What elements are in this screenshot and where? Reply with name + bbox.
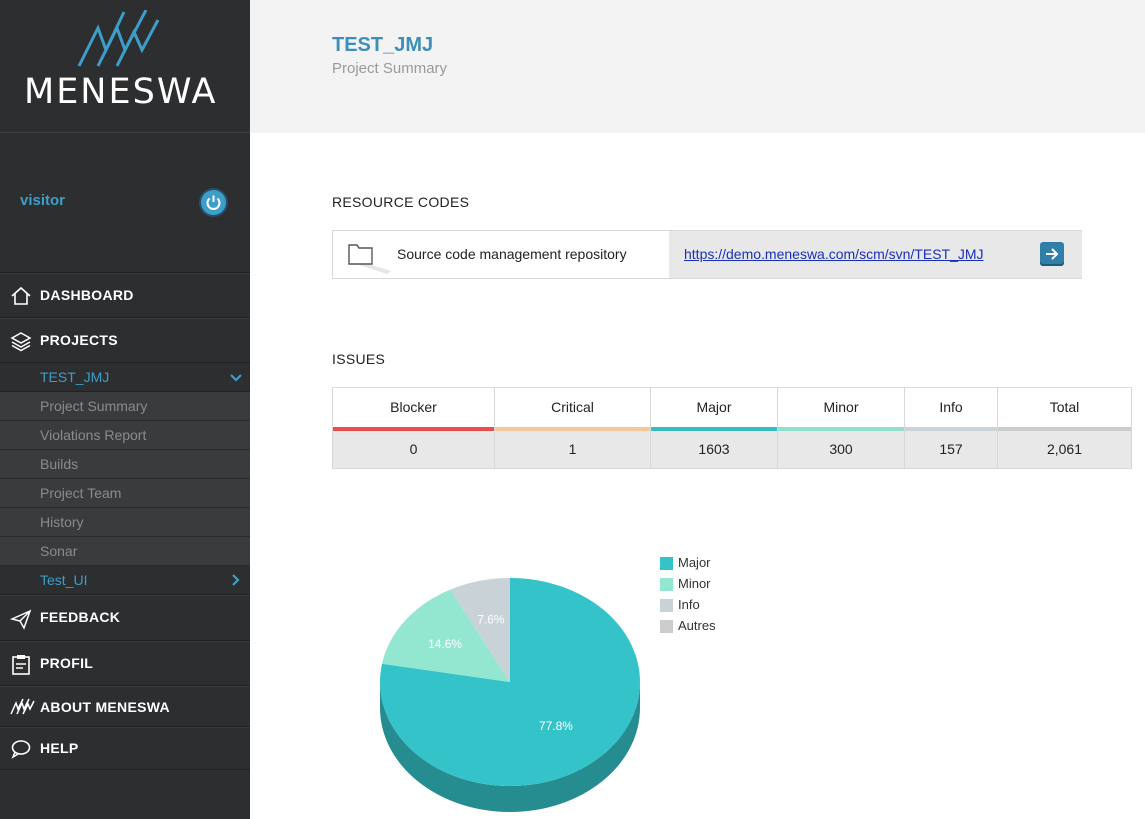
meneswa-logo-icon xyxy=(77,10,160,67)
nav-dashboard[interactable]: DASHBOARD xyxy=(0,273,250,318)
nav-about[interactable]: ABOUT MENESWA xyxy=(0,686,250,727)
pie-slice-info[interactable] xyxy=(450,578,510,682)
pie-data-label: 7.6% xyxy=(477,612,505,626)
nav-help-label: HELP xyxy=(40,740,79,756)
sidebar-item-label: Project Summary xyxy=(40,398,148,414)
legend-label: Info xyxy=(678,597,700,612)
speech-bubble-icon xyxy=(11,740,31,759)
page-title: TEST_JMJ xyxy=(332,34,434,56)
legend-swatch xyxy=(660,620,673,633)
logo-area: MENESWA xyxy=(0,0,250,133)
folder-icon xyxy=(348,244,391,274)
sidebar-item-label: Builds xyxy=(40,456,79,472)
sidebar-item-label: History xyxy=(40,514,84,530)
project-test-ui-label: Test_UI xyxy=(40,572,88,588)
page-subtitle: Project Summary xyxy=(332,60,448,77)
issues-value-cell: 300 xyxy=(778,431,904,468)
issues-value-cell: 1 xyxy=(495,431,650,468)
severity-bar xyxy=(905,427,997,431)
sidebar-item-violations-report[interactable]: Violations Report xyxy=(0,421,250,450)
nav-help[interactable]: HELP xyxy=(0,727,250,770)
pie-slice-minor[interactable] xyxy=(382,589,510,682)
severity-bar xyxy=(651,427,777,431)
home-icon xyxy=(11,286,31,305)
issues-header-cell: Blocker xyxy=(333,388,494,427)
issues-col-minor: Minor 300 xyxy=(778,388,905,468)
sidebar-item-sonar[interactable]: Sonar xyxy=(0,537,250,566)
user-area: visitor xyxy=(0,134,250,273)
pie-data-label: 77.8% xyxy=(539,719,573,733)
issues-col-info: Info 157 xyxy=(905,388,998,468)
pie-side-major xyxy=(380,682,640,812)
project-test-ui[interactable]: Test_UI xyxy=(0,566,250,595)
repository-url-link[interactable]: https://demo.meneswa.com/scm/svn/TEST_JM… xyxy=(684,246,984,262)
severity-bar xyxy=(778,427,904,431)
username[interactable]: visitor xyxy=(20,192,66,209)
sidebar-item-history[interactable]: History xyxy=(0,508,250,537)
sidebar-item-builds[interactable]: Builds xyxy=(0,450,250,479)
nav-profil[interactable]: PROFIL xyxy=(0,641,250,686)
issues-col-total: Total 2,061 xyxy=(998,388,1131,468)
logout-button[interactable] xyxy=(201,190,226,215)
issues-value-cell: 1603 xyxy=(651,431,777,468)
paper-plane-icon xyxy=(10,609,32,630)
project-test-jmj[interactable]: TEST_JMJ xyxy=(0,363,250,392)
severity-bar xyxy=(495,427,650,431)
issues-value-cell: 2,061 xyxy=(998,431,1131,468)
issues-header-cell: Critical xyxy=(495,388,650,427)
meneswa-small-icon xyxy=(10,698,35,715)
layers-icon xyxy=(10,332,32,352)
nav-profil-label: PROFIL xyxy=(40,655,94,671)
sidebar-item-project-summary[interactable]: Project Summary xyxy=(0,392,250,421)
page-header: TEST_JMJ Project Summary xyxy=(250,0,1145,133)
issues-value-cell: 0 xyxy=(333,431,494,468)
repository-label: Source code management repository xyxy=(397,246,627,262)
chevron-down-icon xyxy=(230,374,242,382)
legend-swatch xyxy=(660,578,673,591)
issues-header-cell: Total xyxy=(998,388,1131,427)
issues-header-cell: Info xyxy=(905,388,997,427)
nav-projects-label: PROJECTS xyxy=(40,332,118,348)
issues-header-cell: Minor xyxy=(778,388,904,427)
chevron-right-icon xyxy=(232,574,240,586)
issues-col-blocker: Blocker 0 xyxy=(333,388,495,468)
legend-swatch xyxy=(660,557,673,570)
legend-label: Major xyxy=(678,555,711,570)
issues-title: ISSUES xyxy=(332,351,386,367)
pie-data-label: 14.6% xyxy=(428,637,462,651)
issues-col-major: Major 1603 xyxy=(651,388,778,468)
sidebar-item-label: Violations Report xyxy=(40,427,147,443)
nav-feedback[interactable]: FEEDBACK xyxy=(0,595,250,641)
sidebar-item-label: Sonar xyxy=(40,543,78,559)
logo-text[interactable]: MENESWA xyxy=(24,72,218,112)
sidebar-item-label: Project Team xyxy=(40,485,122,501)
nav-about-label: ABOUT MENESWA xyxy=(40,699,170,715)
open-repository-button[interactable] xyxy=(1040,242,1064,266)
power-icon xyxy=(206,195,221,210)
sidebar: MENESWA visitor DASHBOARD PROJECTS TEST_… xyxy=(0,0,250,819)
sidebar-item-project-team[interactable]: Project Team xyxy=(0,479,250,508)
resource-box: Source code management repository https:… xyxy=(332,230,1082,279)
project-test-jmj-label: TEST_JMJ xyxy=(40,369,110,385)
issues-pie-chart: 77.8% 14.6% 7.6% xyxy=(380,578,640,812)
severity-bar xyxy=(333,427,494,431)
nav-dashboard-label: DASHBOARD xyxy=(40,287,134,303)
repository-url-cell: https://demo.meneswa.com/scm/svn/TEST_JM… xyxy=(669,231,1082,278)
issues-value-cell: 157 xyxy=(905,431,997,468)
issues-col-critical: Critical 1 xyxy=(495,388,651,468)
clipboard-icon xyxy=(12,655,30,675)
resource-codes-title: RESOURCE CODES xyxy=(332,194,470,210)
nav-feedback-label: FEEDBACK xyxy=(40,609,121,625)
legend-label: Autres xyxy=(678,618,716,633)
legend-label: Minor xyxy=(678,576,711,591)
issues-header-cell: Major xyxy=(651,388,777,427)
issues-table: Blocker 0 Critical 1 Major 1603 Minor 30… xyxy=(332,387,1132,469)
nav-projects[interactable]: PROJECTS xyxy=(0,318,250,363)
severity-bar xyxy=(998,427,1131,431)
pie-slice-major[interactable] xyxy=(380,578,640,786)
legend-swatch xyxy=(660,599,673,612)
arrow-right-icon xyxy=(1046,248,1059,260)
